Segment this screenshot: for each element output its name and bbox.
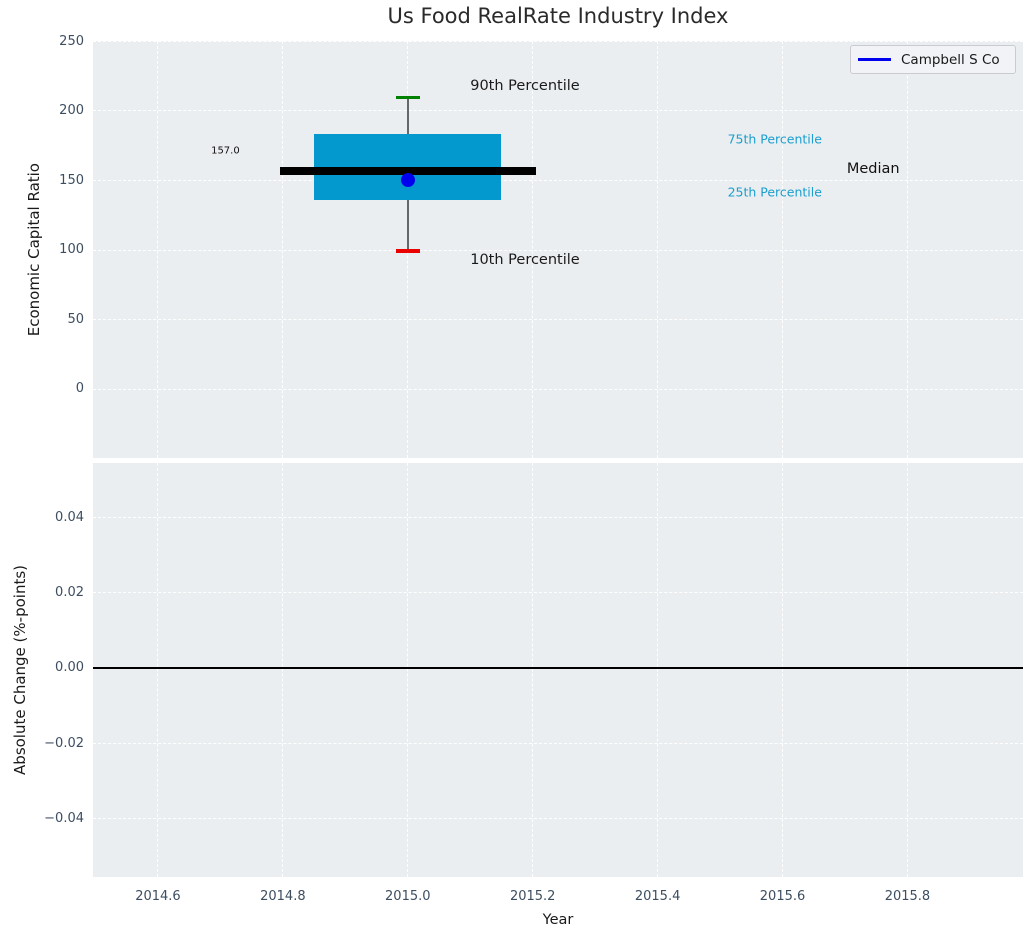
x-tick-label: 2015.4 <box>634 889 681 904</box>
whisker-cap-90th-percentile <box>395 95 420 100</box>
gridline-vertical <box>157 463 159 877</box>
company-data-point <box>400 173 415 188</box>
annotation-median: Median <box>846 160 900 177</box>
gridline-horizontal <box>93 249 1023 251</box>
x-tick-label: 2015.2 <box>509 889 556 904</box>
annotation-25th-percentile: 25th Percentile <box>727 184 822 200</box>
y-tick-label: 250 <box>59 33 84 49</box>
gridline-horizontal <box>93 319 1023 321</box>
x-tick-label: 2015.0 <box>385 889 431 904</box>
annotation-90th-percentile: 90th Percentile <box>470 78 580 95</box>
y-tick-label: 150 <box>59 172 84 188</box>
annotation-157-0: 157.0 <box>211 145 240 157</box>
gridline-horizontal <box>93 742 1023 744</box>
y-tick-label: 0.00 <box>55 660 84 676</box>
gridline-vertical <box>656 463 658 877</box>
y-tick-label: 50 <box>67 311 84 327</box>
x-axis-label-year: Year <box>542 912 574 928</box>
y-tick-label: 0 <box>75 381 84 397</box>
gridline-vertical <box>282 463 284 877</box>
y-tick-label: 200 <box>59 103 84 119</box>
gridline-horizontal <box>93 41 1023 42</box>
x-tick-label: 2014.8 <box>260 889 306 904</box>
median-line <box>279 167 536 175</box>
gridline-horizontal <box>93 817 1023 819</box>
legend-label: Campbell S Co <box>901 51 1000 68</box>
bottom-plot <box>93 463 1023 877</box>
x-tick-label: 2015.8 <box>884 889 931 904</box>
whisker-cap-10th-percentile <box>395 249 420 253</box>
x-tick-label: 2014.6 <box>135 889 181 904</box>
y-tick-label: −0.02 <box>44 735 84 751</box>
gridline-horizontal <box>93 179 1023 181</box>
gridline-horizontal <box>93 110 1023 112</box>
gridline-horizontal <box>93 592 1023 594</box>
annotation-75th-percentile: 75th Percentile <box>727 131 822 147</box>
y-tick-label: 0.02 <box>55 585 84 601</box>
x-tick-label: 2015.6 <box>759 889 806 904</box>
zero-reference-line <box>93 667 1023 670</box>
gridline-vertical <box>906 463 908 877</box>
top-plot: 90th Percentile 10th Percentile 75th Perce… <box>93 41 1023 458</box>
gridline-horizontal <box>93 517 1023 519</box>
gridline-vertical <box>781 463 783 877</box>
y-tick-label: 100 <box>59 242 84 258</box>
annotation-10th-percentile: 10th Percentile <box>470 251 580 268</box>
gridline-vertical <box>531 463 533 877</box>
chart-title: Us Food RealRate Industry Index <box>387 4 729 28</box>
y-tick-label: 0.04 <box>55 509 84 525</box>
legend-line-icon <box>858 58 891 61</box>
y-tick-label: −0.04 <box>44 810 84 826</box>
gridline-horizontal <box>93 388 1023 390</box>
legend: Campbell S Co <box>850 45 1016 74</box>
gridline-vertical <box>407 463 409 877</box>
